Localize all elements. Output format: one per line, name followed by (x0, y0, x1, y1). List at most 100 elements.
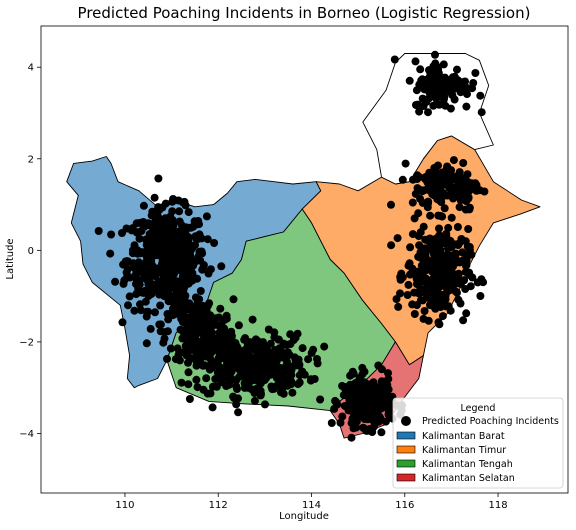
incident-point (425, 259, 433, 268)
legend-label-incidents: Predicted Poaching Incidents (422, 416, 559, 427)
incident-point (429, 101, 438, 110)
incident-point (430, 270, 439, 279)
incident-point (424, 199, 433, 208)
legend-label-kalimantan-tengah: Kalimantan Tengah (422, 459, 513, 470)
incident-point (447, 78, 456, 86)
incident-point (433, 178, 442, 187)
incident-point (94, 227, 103, 235)
incident-point (170, 266, 179, 274)
incident-point (387, 241, 396, 250)
incident-point (374, 361, 383, 370)
incident-point (353, 387, 362, 396)
x-tick-label: 116 (395, 500, 414, 511)
incident-point (394, 302, 403, 311)
incident-point (384, 369, 392, 378)
incident-point (155, 320, 164, 329)
incident-point (363, 403, 372, 412)
incident-point (191, 241, 199, 250)
incident-point (429, 169, 438, 178)
incident-point (184, 368, 193, 377)
incident-point (232, 342, 241, 351)
incident-point (278, 352, 287, 360)
incident-point (146, 290, 155, 299)
incident-point (208, 363, 216, 372)
incident-point (156, 301, 165, 310)
incident-point (453, 76, 462, 85)
incident-point (278, 383, 287, 392)
incident-point (444, 223, 453, 232)
incident-point (440, 204, 449, 213)
incident-point (438, 312, 447, 321)
incident-point (442, 171, 451, 180)
incident-point (181, 291, 190, 300)
incident-point (430, 187, 439, 196)
incident-point (210, 320, 219, 329)
incident-point (289, 336, 298, 345)
legend-patch-kalimantan-selatan (396, 473, 416, 482)
incident-point (454, 174, 462, 183)
incident-point (119, 279, 128, 288)
incident-point (401, 159, 410, 168)
incident-point (390, 55, 399, 64)
incident-point (476, 91, 485, 100)
y-tick-label: −4 (19, 429, 34, 440)
incident-point (359, 423, 368, 432)
incident-point (366, 396, 375, 405)
incident-point (448, 91, 457, 100)
incident-point (187, 262, 196, 271)
incident-point (136, 218, 145, 227)
incident-point (455, 258, 464, 267)
x-tick-label: 112 (209, 500, 228, 511)
y-tick-label: −2 (19, 337, 34, 348)
incident-point (196, 322, 205, 331)
incident-point (435, 224, 443, 233)
incident-point (432, 244, 440, 253)
incident-point (409, 175, 417, 184)
incident-point (147, 211, 156, 220)
incident-point (245, 378, 253, 387)
x-axis-ticks: 110 112 114 116 118 (115, 493, 508, 511)
incident-point (433, 85, 442, 94)
incident-point (431, 50, 439, 59)
incident-point (256, 379, 265, 388)
incident-point (198, 249, 207, 258)
incident-point (144, 307, 153, 316)
incident-point (434, 161, 442, 170)
incident-point (282, 362, 290, 371)
incident-point (185, 251, 194, 260)
incident-point (369, 384, 378, 393)
incident-point (295, 378, 304, 387)
incident-point (240, 367, 249, 376)
incident-point (225, 361, 234, 370)
incident-point (136, 248, 145, 256)
incident-point (186, 329, 195, 338)
incident-point (298, 344, 307, 353)
incident-point (462, 256, 471, 265)
incident-point (156, 237, 164, 246)
legend-label-kalimantan-timur: Kalimantan Timur (422, 445, 506, 456)
plot-frame (40, 25, 569, 494)
incident-point (211, 375, 220, 383)
incident-point (193, 235, 202, 244)
incident-point (217, 262, 226, 271)
incident-point (341, 383, 350, 392)
incident-point (306, 376, 315, 385)
incident-point (336, 418, 345, 427)
incident-point (454, 269, 463, 278)
incident-point (210, 239, 219, 247)
incident-point (160, 281, 169, 290)
incident-point (441, 86, 450, 95)
incident-point (211, 314, 220, 323)
incident-point (154, 174, 163, 183)
incident-point (181, 201, 190, 210)
incident-point (462, 197, 471, 206)
incident-point (458, 83, 467, 92)
incident-point (156, 230, 165, 239)
x-tick-label: 118 (488, 500, 507, 511)
incident-point (216, 304, 225, 313)
legend: Legend Predicted Poaching Incidents Kali… (392, 397, 564, 489)
incident-point (202, 306, 211, 315)
incident-point (413, 100, 422, 109)
incident-point (404, 280, 413, 289)
incident-point (435, 100, 444, 109)
